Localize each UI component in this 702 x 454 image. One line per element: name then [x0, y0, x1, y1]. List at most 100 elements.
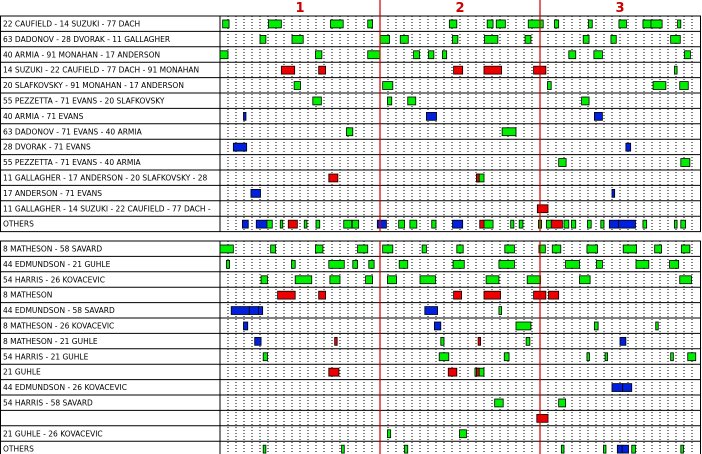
shift-bar: [315, 244, 324, 254]
row-label: 8 MATHESON - 26 KOVACEVIC: [3, 322, 114, 331]
shift-bar: [608, 219, 620, 229]
shift-bar: [680, 219, 686, 229]
row-label: 54 HARRIS - 58 SAVARD: [3, 399, 93, 408]
row-label: 44 EDMUNDSON - 21 GUHLE: [3, 260, 111, 269]
shift-bar: [551, 244, 562, 254]
row-label: 17 ANDERSON - 71 EVANS: [3, 189, 102, 198]
shift-bar: [670, 35, 681, 44]
shift-bar: [581, 96, 590, 106]
row-label: 11 GALLAGHER - 14 SUZUKI - 22 CAUFIELD -…: [3, 204, 211, 213]
shift-bar: [558, 158, 567, 167]
shift-bar: [547, 81, 552, 90]
shift-bar: [243, 112, 247, 121]
shift-bar: [428, 50, 435, 60]
shift-bar: [270, 244, 276, 254]
row-label: 8 MATHESON - 58 SAVARD: [3, 245, 102, 254]
shift-bar: [586, 244, 599, 254]
shift-bar: [387, 96, 393, 106]
shift-bar: [674, 219, 678, 229]
shift-bar: [652, 81, 667, 90]
row-label: 14 SUZUKI - 22 CAUFIELD - 77 DACH - 91 M…: [3, 66, 199, 75]
shift-bar: [476, 367, 480, 377]
shift-bar: [368, 259, 375, 269]
shift-bar: [504, 244, 515, 254]
shift-bar: [527, 19, 544, 29]
row-label: 40 ARMIA - 91 MONAHAN - 17 ANDERSON: [3, 50, 160, 59]
shift-bar: [248, 306, 259, 315]
row-label: 40 ARMIA - 71 EVANS: [3, 112, 84, 121]
shift-bar: [655, 321, 659, 331]
shift-bar: [341, 444, 345, 454]
shift-bar: [526, 275, 541, 285]
shift-bar: [498, 259, 515, 269]
shift-bar: [625, 142, 632, 152]
shift-bar: [345, 127, 354, 137]
row-label: OTHERS: [3, 220, 34, 229]
row-label: 54 HARRIS - 26 KOVACEVIC: [3, 275, 105, 284]
period-label-1: 1: [295, 1, 304, 16]
shift-bar: [510, 219, 515, 229]
shift-bar: [483, 65, 503, 75]
shift-bar: [243, 321, 249, 331]
shift-bar: [329, 19, 344, 29]
shift-bar: [241, 219, 249, 229]
shift-bar: [550, 219, 563, 229]
shift-bar: [280, 65, 296, 75]
row-label: 21 GUHLE - 26 KOVACEVIC: [3, 429, 103, 438]
row-label: 54 HARRIS - 21 GUHLE: [3, 352, 89, 361]
shift-bar: [611, 188, 616, 198]
shift-bar: [329, 275, 341, 285]
shift-bar: [484, 35, 499, 44]
shift-bar: [367, 19, 373, 29]
shift-bar: [387, 429, 392, 439]
shift-bar: [255, 219, 268, 229]
shift-bar: [328, 367, 340, 377]
row-label: OTHERS: [3, 445, 34, 454]
shift-bar: [312, 96, 322, 106]
row-label: 63 DADONOV - 28 DVORAK - 11 GALLAGHER: [3, 35, 170, 44]
shift-bar: [230, 306, 250, 315]
shift-bar: [404, 444, 409, 454]
period-label-2: 2: [455, 1, 464, 16]
shift-bar: [398, 219, 405, 229]
shift-bar: [287, 219, 298, 229]
shift-bar: [448, 19, 458, 29]
shift-bar: [477, 336, 482, 346]
shift-bar: [680, 158, 691, 167]
shift-bar: [654, 244, 663, 254]
shift-bar: [225, 259, 230, 269]
shift-bar: [453, 65, 464, 75]
shift-bar: [357, 244, 369, 254]
shift-bar: [618, 19, 627, 29]
shift-bar: [518, 219, 524, 229]
shift-bar: [268, 19, 282, 29]
shift-bar: [352, 259, 358, 269]
shift-bar: [452, 259, 465, 269]
shift-bar: [536, 204, 549, 214]
shift-bar: [266, 219, 273, 229]
shift-bar: [622, 244, 637, 254]
shift-bar: [447, 367, 458, 377]
row-label: 8 MATHESON - 21 GUHLE: [3, 337, 98, 346]
shift-bar: [260, 275, 268, 285]
shift-bar: [538, 244, 546, 254]
shift-bar: [494, 398, 504, 408]
shift-bar: [571, 219, 577, 229]
shift-bar: [456, 244, 464, 254]
shift-bar: [433, 321, 442, 331]
shift-bar: [587, 219, 592, 229]
shift-bar: [453, 290, 463, 300]
shift-bar: [438, 352, 450, 362]
shift-bar: [621, 444, 629, 454]
shift-bar: [558, 398, 567, 408]
shift-bar: [548, 290, 560, 300]
shift-bar: [452, 219, 464, 229]
shift-bar: [419, 275, 436, 285]
row-label: 11 GALLAGHER - 17 ANDERSON - 20 SLAFKOVS…: [3, 174, 208, 183]
shift-bar: [440, 336, 445, 346]
shift-bar: [669, 259, 680, 269]
shift-bar: [294, 275, 313, 285]
row-label: 44 EDMUNDSON - 58 SAVARD: [3, 306, 115, 315]
shift-bar: [291, 35, 304, 44]
shift-bar: [594, 112, 603, 121]
